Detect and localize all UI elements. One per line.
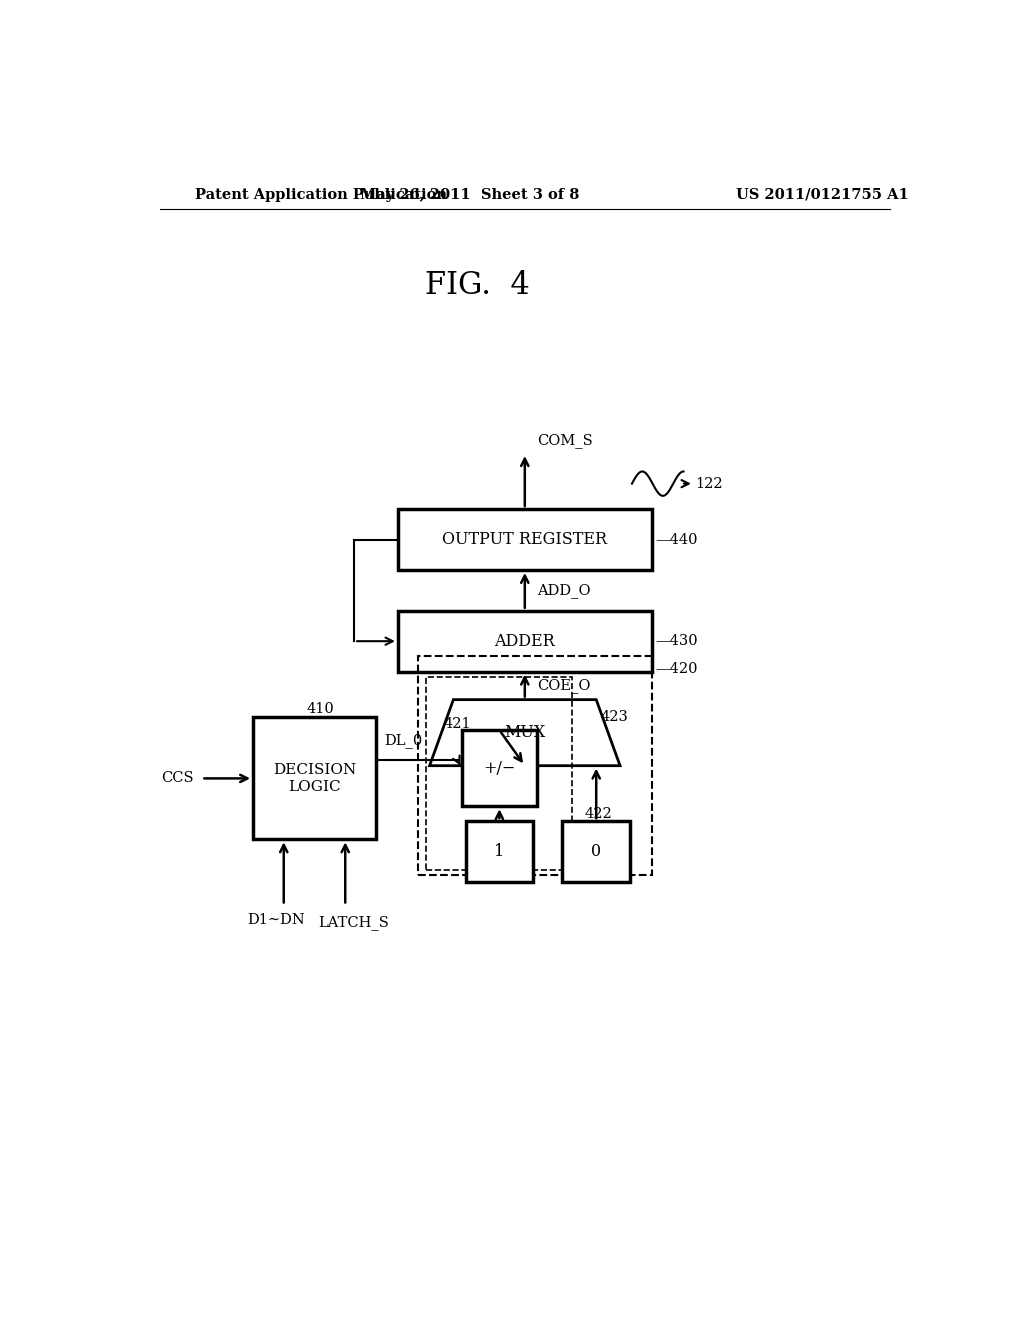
FancyBboxPatch shape (253, 718, 376, 840)
FancyBboxPatch shape (397, 510, 651, 570)
FancyBboxPatch shape (466, 821, 534, 882)
Text: 410: 410 (306, 702, 334, 717)
FancyBboxPatch shape (397, 611, 651, 672)
Text: 1: 1 (495, 843, 505, 861)
Text: May 26, 2011  Sheet 3 of 8: May 26, 2011 Sheet 3 of 8 (359, 187, 579, 202)
Text: LATCH_S: LATCH_S (317, 916, 389, 931)
Polygon shape (430, 700, 620, 766)
Text: —420: —420 (655, 661, 698, 676)
Text: CCS: CCS (161, 771, 194, 785)
FancyBboxPatch shape (462, 730, 538, 807)
Text: 122: 122 (695, 477, 723, 491)
Text: 422: 422 (585, 807, 612, 821)
Text: FIG.  4: FIG. 4 (425, 271, 529, 301)
Text: DECISION
LOGIC: DECISION LOGIC (272, 763, 356, 793)
Text: D1∼DN: D1∼DN (247, 912, 305, 927)
Text: US 2011/0121755 A1: US 2011/0121755 A1 (736, 187, 908, 202)
Text: OUTPUT REGISTER: OUTPUT REGISTER (442, 531, 607, 548)
Text: 0: 0 (591, 843, 601, 861)
Text: MUX: MUX (504, 725, 546, 741)
Text: DL_0: DL_0 (384, 733, 422, 748)
Text: +/−: +/− (483, 760, 515, 776)
Text: 421: 421 (443, 717, 471, 730)
Text: ADD_O: ADD_O (537, 583, 590, 598)
Text: Patent Application Publication: Patent Application Publication (196, 187, 447, 202)
Text: 423: 423 (600, 710, 628, 725)
Text: —430: —430 (655, 634, 698, 648)
Text: COM_S: COM_S (537, 433, 593, 447)
Text: COE_O: COE_O (537, 678, 590, 693)
Text: —440: —440 (655, 532, 698, 546)
FancyBboxPatch shape (562, 821, 630, 882)
Text: ADDER: ADDER (495, 632, 555, 649)
